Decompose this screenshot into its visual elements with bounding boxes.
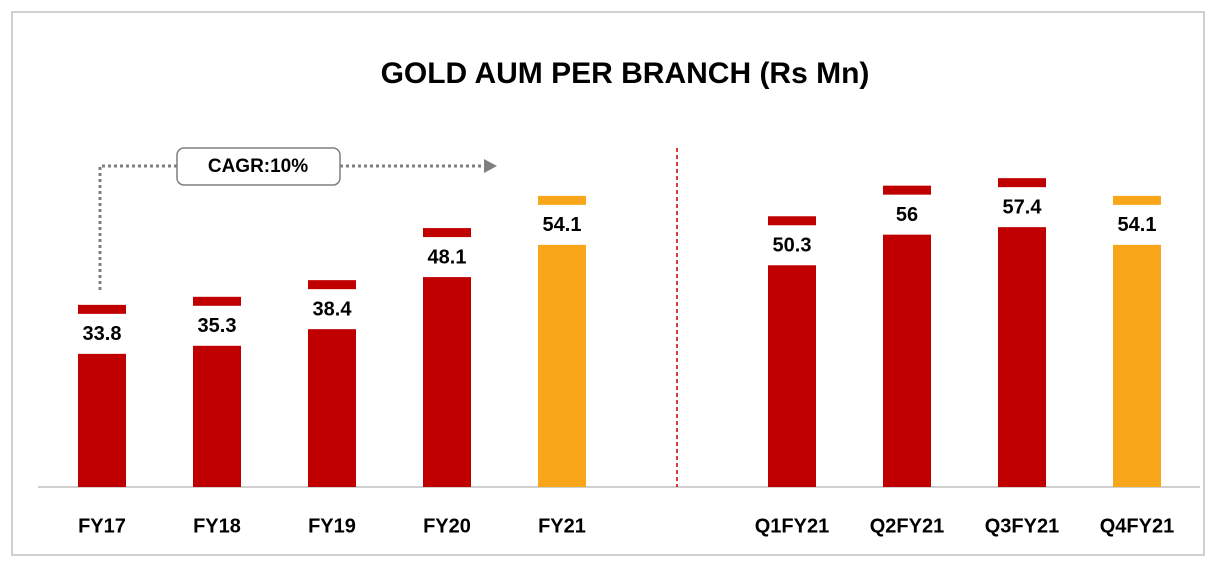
cagr-arrowhead: [484, 159, 497, 173]
x-tick-label: Q3FY21: [985, 515, 1059, 537]
bar-cap: [883, 185, 931, 195]
value-label: 50.3: [773, 235, 812, 257]
bar: [998, 227, 1046, 488]
x-tick-label: FY19: [308, 515, 356, 537]
bar: [193, 345, 241, 487]
x-tick-label: FY17: [78, 515, 126, 537]
bar: [538, 244, 586, 487]
cagr-label: CAGR:10%: [208, 156, 308, 177]
cagr-box: [176, 147, 341, 186]
value-label: 57.4: [1003, 196, 1043, 218]
x-tick-label: Q2FY21: [870, 515, 944, 537]
x-tick-label: Q1FY21: [755, 515, 829, 537]
bar: [423, 277, 471, 487]
bar-cap: [423, 228, 471, 238]
value-label: 38.4: [313, 298, 353, 320]
chart-title: GOLD AUM PER BRANCH (Rs Mn): [381, 57, 870, 90]
bar-cap: [78, 304, 126, 314]
bar-cap: [193, 296, 241, 306]
bar: [768, 265, 816, 487]
value-label: 54.1: [543, 214, 582, 236]
bar-cap: [538, 195, 586, 205]
x-tick-label: FY20: [423, 515, 471, 537]
cagr-arrow: [98, 164, 484, 290]
value-label: 35.3: [198, 315, 237, 337]
x-tick-label: FY18: [193, 515, 241, 537]
bar-cap: [998, 178, 1046, 188]
bar: [78, 353, 126, 487]
bar-cap: [308, 280, 356, 290]
x-tick-label: FY21: [538, 515, 586, 537]
value-label: 56: [896, 204, 918, 226]
value-label: 48.1: [428, 246, 467, 268]
bar: [1113, 244, 1161, 487]
bar-cap: [768, 216, 816, 226]
bar-cap: [1113, 195, 1161, 205]
x-tick-label: Q4FY21: [1100, 515, 1174, 537]
value-label: 33.8: [83, 323, 122, 345]
bar: [883, 234, 931, 487]
value-label: 54.1: [1118, 214, 1157, 236]
bar: [308, 329, 356, 487]
